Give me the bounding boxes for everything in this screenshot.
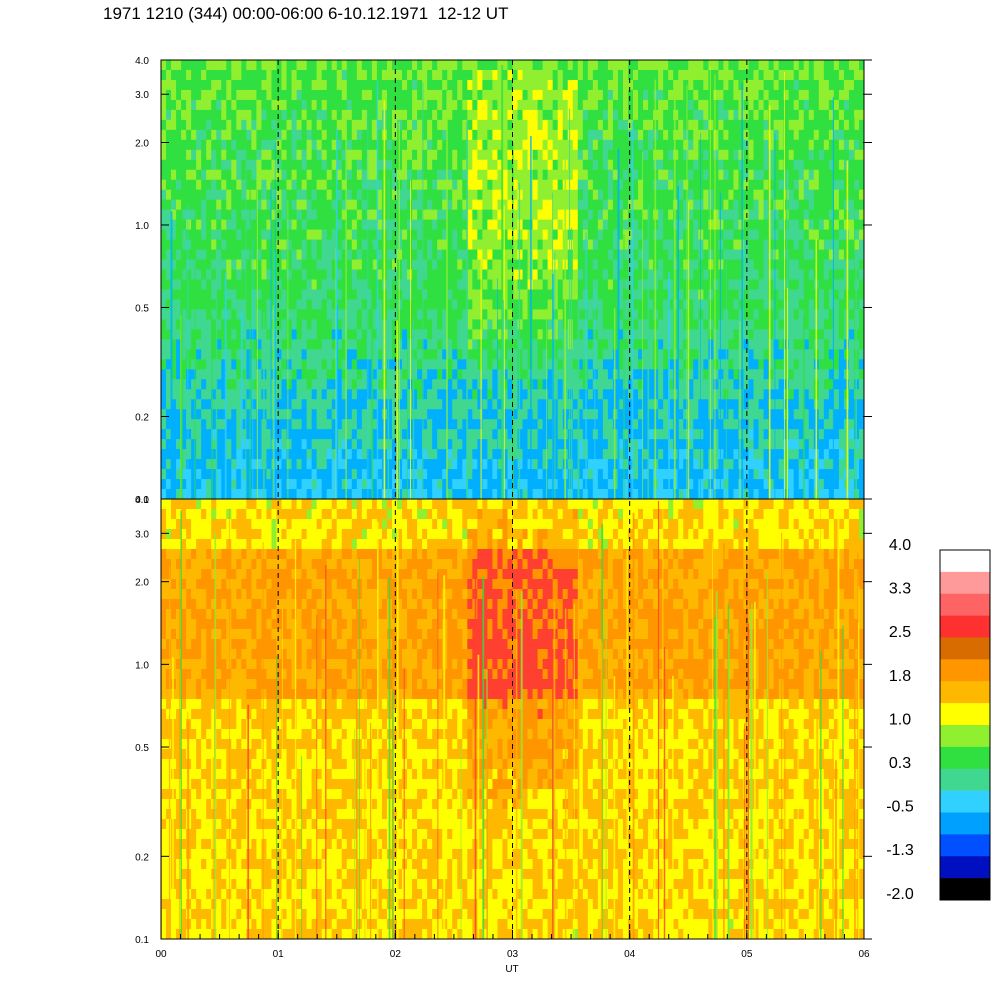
colorbar-label: 1.8 xyxy=(889,668,911,685)
x-axis: 00 01 02 03 04 05 06 xyxy=(155,930,870,960)
x-axis-label: UT xyxy=(505,964,518,975)
upper-panel xyxy=(161,60,864,499)
x-tick-label: 05 xyxy=(741,949,753,960)
y-tick-label: 4.0 xyxy=(135,56,149,67)
colorbar: 4.0 3.3 2.5 1.8 1.0 0.3 -0.5 -1.3 -2.0 xyxy=(886,537,991,903)
chart-title: 1971 1210 (344) 00:00-06:00 6-10.12.1971… xyxy=(103,4,509,23)
colorbar-label: 1.0 xyxy=(889,711,911,728)
x-tick-label: 00 xyxy=(155,949,167,960)
colorbar-label: 3.3 xyxy=(889,581,911,598)
colorbar-segment xyxy=(940,659,990,682)
y-tick-label: 1.0 xyxy=(135,660,149,671)
colorbar-segment xyxy=(940,703,990,726)
colorbar-segment xyxy=(940,834,990,857)
x-tick-label: 04 xyxy=(624,949,636,960)
colorbar-label: -2.0 xyxy=(886,886,914,903)
colorbar-segment xyxy=(940,637,990,660)
colorbar-segment xyxy=(940,681,990,704)
y-tick-label: 2.0 xyxy=(135,138,149,149)
colorbar-label: 0.3 xyxy=(889,755,911,772)
y-tick-label: 0.2 xyxy=(135,413,149,424)
ut-gridlines xyxy=(277,60,748,939)
colorbar-segment xyxy=(940,768,990,791)
colorbar-segment xyxy=(940,746,990,770)
x-tick-label: 06 xyxy=(858,949,870,960)
colorbar-segment xyxy=(940,550,990,573)
colorbar-segment xyxy=(940,725,990,748)
y-tick-label: 0.5 xyxy=(135,743,149,754)
colorbar-label: -0.5 xyxy=(886,799,914,816)
colorbar-segment xyxy=(940,571,990,595)
y-tick-label: 4.0 xyxy=(135,495,149,506)
colorbar-segment xyxy=(940,790,990,813)
colorbar-frame xyxy=(939,549,991,901)
lower-panel xyxy=(161,499,864,939)
colorbar-label: -1.3 xyxy=(886,842,914,859)
y-tick-label: 2.0 xyxy=(135,578,149,589)
colorbar-segment xyxy=(940,593,990,616)
x-tick-label: 01 xyxy=(273,949,285,960)
colorbar-label: 2.5 xyxy=(889,624,911,641)
y-axes: 0.10.20.51.02.03.04.00.10.20.51.02.03.04… xyxy=(135,56,872,946)
colorbar-label: 4.0 xyxy=(889,537,911,554)
colorbar-segment xyxy=(940,812,990,835)
y-tick-label: 3.0 xyxy=(135,529,149,540)
x-tick-label: 02 xyxy=(390,949,402,960)
y-tick-label: 0.5 xyxy=(135,303,149,314)
colorbar-segment xyxy=(940,615,990,638)
y-tick-label: 0.2 xyxy=(135,852,149,863)
y-tick-label: 0.1 xyxy=(135,495,149,506)
y-tick-label: 3.0 xyxy=(135,90,149,101)
x-tick-label: 03 xyxy=(507,949,519,960)
y-tick-label: 0.1 xyxy=(135,935,149,946)
y-tick-label: 1.0 xyxy=(135,221,149,232)
colorbar-segment xyxy=(940,878,990,901)
colorbar-segment xyxy=(940,856,990,879)
